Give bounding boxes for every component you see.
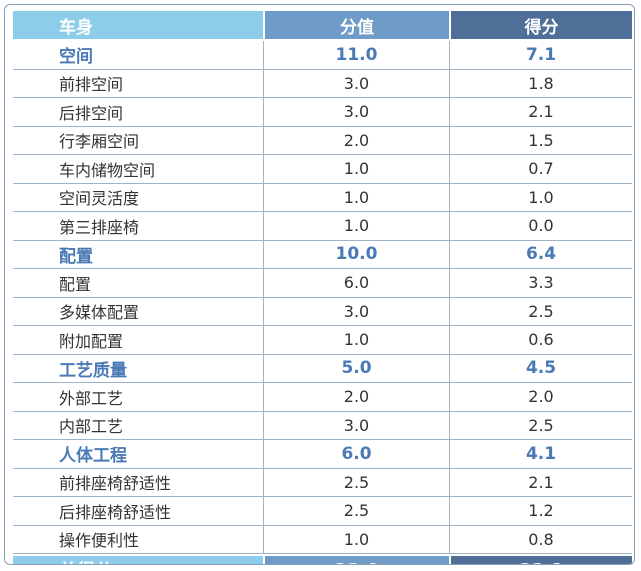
table-body: 空间 11.0 7.1 前排空间 3.0 1.8 后排空间 3.0 2.1 行李厢空间 2.0 1.5… <box>13 41 632 554</box>
section-row: 人体工程 6.0 4.1 <box>13 440 632 469</box>
item-name: 后排座椅舒适性 <box>13 497 263 526</box>
max-score-cell: 2.0 <box>263 126 449 155</box>
max-score-cell: 10.0 <box>263 240 449 269</box>
table-row: 车内储物空间 1.0 0.7 <box>13 155 632 184</box>
score-cell: 2.1 <box>449 98 632 127</box>
score-table: 车身 分值 得分 空间 11.0 7.1 前排空间 3.0 1.8 后排空间 3.0 2.1 行李… <box>13 11 632 564</box>
item-name: 外部工艺 <box>13 383 263 412</box>
score-cell: 1.0 <box>449 183 632 212</box>
section-row: 工艺质量 5.0 4.5 <box>13 354 632 383</box>
header-max-score: 分值 <box>263 11 449 41</box>
score-cell: 1.2 <box>449 497 632 526</box>
total-label: 总得分 <box>13 554 263 564</box>
score-cell: 0.6 <box>449 326 632 355</box>
max-score-cell: 1.0 <box>263 326 449 355</box>
item-name: 车内储物空间 <box>13 155 263 184</box>
item-name: 前排座椅舒适性 <box>13 469 263 497</box>
item-name: 内部工艺 <box>13 412 263 440</box>
score-table-frame: 车身 分值 得分 空间 11.0 7.1 前排空间 3.0 1.8 后排空间 3.0 2.1 行李… <box>4 4 635 565</box>
table-row: 附加配置 1.0 0.6 <box>13 326 632 355</box>
max-score-cell: 1.0 <box>263 525 449 554</box>
score-cell: 3.3 <box>449 269 632 298</box>
item-name: 操作便利性 <box>13 526 263 554</box>
table-row: 配置 6.0 3.3 <box>13 269 632 298</box>
score-cell: 2.5 <box>449 411 632 440</box>
header-category: 车身 <box>13 11 263 41</box>
score-cell: 1.5 <box>449 126 632 155</box>
score-cell: 0.8 <box>449 525 632 554</box>
table-row: 第三排座椅 1.0 0.0 <box>13 212 632 241</box>
max-score-cell: 2.0 <box>263 383 449 412</box>
item-name: 第三排座椅 <box>13 212 263 241</box>
score-cell: 2.5 <box>449 297 632 326</box>
item-name: 多媒体配置 <box>13 298 263 326</box>
score-cell: 6.4 <box>449 240 632 269</box>
score-cell: 2.1 <box>449 468 632 497</box>
section-row: 配置 10.0 6.4 <box>13 240 632 269</box>
table-row: 多媒体配置 3.0 2.5 <box>13 297 632 326</box>
max-score-cell: 3.0 <box>263 297 449 326</box>
score-cell: 0.7 <box>449 155 632 184</box>
max-score-cell: 2.5 <box>263 497 449 526</box>
score-cell: 0.0 <box>449 212 632 241</box>
table-header-row: 车身 分值 得分 <box>13 11 632 41</box>
section-name: 人体工程 <box>13 440 263 469</box>
table-row: 内部工艺 3.0 2.5 <box>13 411 632 440</box>
table-row: 后排空间 3.0 2.1 <box>13 98 632 127</box>
total-score: 22.1 <box>449 554 632 564</box>
max-score-cell: 6.0 <box>263 440 449 469</box>
max-score-cell: 3.0 <box>263 98 449 127</box>
table-row: 前排座椅舒适性 2.5 2.1 <box>13 468 632 497</box>
max-score-cell: 1.0 <box>263 212 449 241</box>
item-name: 后排空间 <box>13 98 263 127</box>
max-score-cell: 1.0 <box>263 183 449 212</box>
score-cell: 7.1 <box>449 41 632 70</box>
table-row: 操作便利性 1.0 0.8 <box>13 525 632 554</box>
max-score-cell: 6.0 <box>263 269 449 298</box>
score-cell: 4.1 <box>449 440 632 469</box>
section-name: 空间 <box>13 41 263 70</box>
table-row: 空间灵活度 1.0 1.0 <box>13 183 632 212</box>
max-score-cell: 1.0 <box>263 155 449 184</box>
max-score-cell: 2.5 <box>263 468 449 497</box>
section-row: 空间 11.0 7.1 <box>13 41 632 70</box>
table-row: 前排空间 3.0 1.8 <box>13 69 632 98</box>
table-row: 外部工艺 2.0 2.0 <box>13 383 632 412</box>
score-cell: 4.5 <box>449 354 632 383</box>
section-name: 工艺质量 <box>13 355 263 383</box>
item-name: 附加配置 <box>13 326 263 355</box>
item-name: 前排空间 <box>13 70 263 98</box>
item-name: 空间灵活度 <box>13 184 263 212</box>
table-row: 后排座椅舒适性 2.5 1.2 <box>13 497 632 526</box>
table-row: 行李厢空间 2.0 1.5 <box>13 126 632 155</box>
max-score-cell: 3.0 <box>263 69 449 98</box>
item-name: 行李厢空间 <box>13 127 263 155</box>
max-score-cell: 3.0 <box>263 411 449 440</box>
total-max-score: 32.0 <box>263 554 449 564</box>
score-cell: 2.0 <box>449 383 632 412</box>
max-score-cell: 5.0 <box>263 354 449 383</box>
item-name: 配置 <box>13 269 263 298</box>
total-row: 总得分 32.0 22.1 <box>13 554 632 564</box>
section-name: 配置 <box>13 241 263 269</box>
score-cell: 1.8 <box>449 69 632 98</box>
max-score-cell: 11.0 <box>263 41 449 70</box>
header-score: 得分 <box>449 11 632 41</box>
